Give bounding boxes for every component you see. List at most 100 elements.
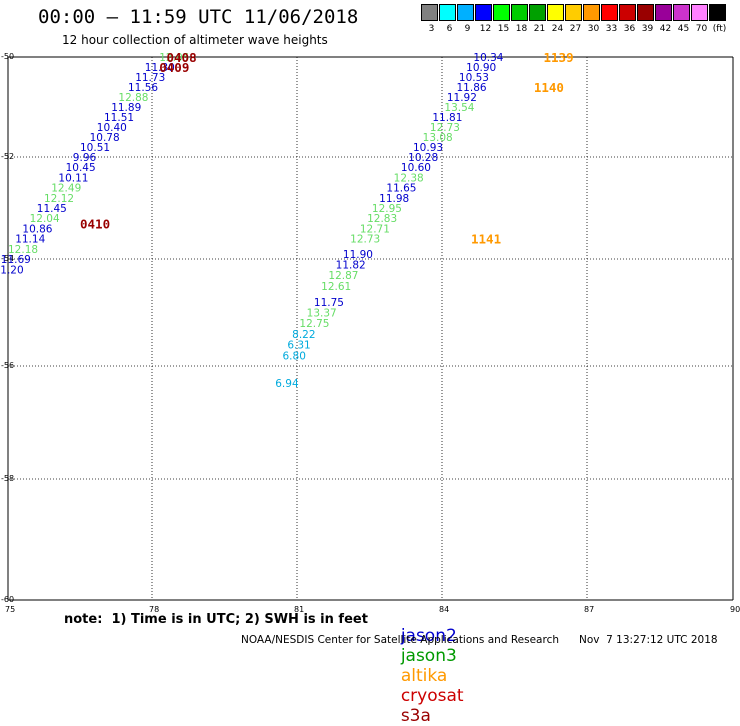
pass-time-label: 0409 xyxy=(159,60,189,75)
color-swatch xyxy=(439,4,456,21)
wave-height-value: 10.11 xyxy=(58,172,88,184)
color-scale-label: 21 xyxy=(533,24,546,34)
wave-height-value: 11.30 xyxy=(145,62,175,74)
wave-height-value: 6.94 xyxy=(275,378,299,390)
y-tick-label: -54 xyxy=(1,254,14,263)
x-tick-label: 90 xyxy=(730,605,740,614)
color-scale-label: 39 xyxy=(641,24,654,34)
wave-height-value: 12.83 xyxy=(367,213,397,225)
footnote: note: 1) Time is in UTC; 2) SWH is in fe… xyxy=(64,612,368,627)
wave-height-value: 13.08 xyxy=(423,132,453,144)
wave-height-value: 12.49 xyxy=(51,183,81,195)
wave-height-value: 11.45 xyxy=(37,203,67,215)
color-scale-label: 9 xyxy=(464,24,471,34)
x-tick-label: 75 xyxy=(5,605,15,614)
pass-time-label: 0408 xyxy=(167,50,197,65)
wave-height-value: 11.98 xyxy=(379,193,409,205)
wave-height-value: 10.28 xyxy=(408,152,438,164)
color-scale-label: 6 xyxy=(446,24,453,34)
legend-jason2: jason2 xyxy=(400,626,457,646)
pass-time-label: 0410 xyxy=(80,216,110,231)
wave-height-value: 11.56 xyxy=(128,82,158,94)
wave-height-labels: 12.0511.3011.7311.5612.8811.8911.5110.40… xyxy=(0,52,504,390)
color-scale-label: 70 xyxy=(695,24,708,34)
color-scale-label: 27 xyxy=(569,24,582,34)
wave-height-map: 75 78 81 84 87 90 -50 -52 -54 -56 -58 -60 12.0511.3… xyxy=(0,50,740,614)
color-swatch xyxy=(565,4,582,21)
color-swatch xyxy=(421,4,438,21)
color-swatch xyxy=(637,4,654,21)
wave-height-value: 11.75 xyxy=(314,297,344,309)
wave-height-value: 11.81 xyxy=(432,112,462,124)
pass-time-label: 1139 xyxy=(544,50,574,65)
color-scale-label: 18 xyxy=(515,24,528,34)
color-scale-label: 36 xyxy=(623,24,636,34)
color-scale-label: 42 xyxy=(659,24,672,34)
color-scale-label: (ft) xyxy=(712,24,727,34)
wave-height-value: 10.51 xyxy=(80,142,110,154)
legend-s3a: s3a xyxy=(400,706,431,726)
wave-height-value: 11.65 xyxy=(386,183,416,195)
wave-height-value: 10.40 xyxy=(97,122,127,134)
color-swatch xyxy=(547,4,564,21)
color-swatch xyxy=(691,4,708,21)
wave-height-value: 11.86 xyxy=(457,82,487,94)
wave-height-value: 13.54 xyxy=(444,102,474,114)
color-swatch xyxy=(583,4,600,21)
wave-height-value: 6.80 xyxy=(283,350,306,362)
chart-subtitle: 12 hour collection of altimeter wave hei… xyxy=(62,33,328,47)
wave-height-value: 10.90 xyxy=(466,62,496,74)
generated-timestamp: Nov 7 13:27:12 UTC 2018 xyxy=(579,634,718,646)
wave-height-value: 11.92 xyxy=(447,92,477,104)
wave-height-value: 9.96 xyxy=(73,152,97,164)
color-swatch xyxy=(655,4,672,21)
satellite-legend: jason2 jason3 altika cryosat s3a xyxy=(390,606,474,726)
wave-height-value: 11.73 xyxy=(135,72,165,84)
x-tick-label: 84 xyxy=(439,605,449,614)
wave-height-value: 12.75 xyxy=(299,318,329,330)
color-scale-label: 30 xyxy=(587,24,600,34)
wave-height-value: 10.78 xyxy=(90,132,120,144)
axis-ticks: 75 78 81 84 87 90 -50 -52 -54 -56 -58 -60 xyxy=(1,52,740,614)
wave-height-value: 12.18 xyxy=(8,244,38,256)
wave-height-value: 12.04 xyxy=(30,213,60,225)
wave-height-value: 10.53 xyxy=(459,72,489,84)
wave-height-value: 12.73 xyxy=(350,234,380,246)
wave-height-value: 10.86 xyxy=(22,223,52,235)
wave-height-value: 11.82 xyxy=(336,259,366,271)
color-swatch xyxy=(673,4,690,21)
color-swatch xyxy=(457,4,474,21)
color-swatch xyxy=(475,4,492,21)
color-scale-label: 15 xyxy=(497,24,510,34)
wave-height-value: 12.73 xyxy=(430,122,460,134)
color-swatch xyxy=(511,4,528,21)
wave-height-value: 10.93 xyxy=(413,142,443,154)
credit-line: NOAA/NESDIS Center for Satellite Applica… xyxy=(241,634,559,646)
pass-time-label: 1140 xyxy=(534,80,564,95)
wave-height-value: 6.31 xyxy=(287,340,310,352)
wave-height-value: 10.45 xyxy=(66,162,96,174)
chart-title: 00:00 – 11:59 UTC 11/06/2018 xyxy=(38,6,359,28)
wave-height-value: 12.61 xyxy=(321,281,351,293)
wave-height-value: 10.60 xyxy=(401,162,431,174)
wave-height-value: 12.71 xyxy=(360,223,390,235)
grid xyxy=(7,56,734,601)
color-swatch xyxy=(601,4,618,21)
wave-height-value: 12.38 xyxy=(394,172,424,184)
y-tick-label: -58 xyxy=(1,474,14,483)
wave-height-value: 11.14 xyxy=(15,234,45,246)
y-tick-label: -50 xyxy=(1,52,14,61)
y-tick-label: -52 xyxy=(1,152,14,161)
color-scale-label: 3 xyxy=(428,24,435,34)
color-swatch xyxy=(619,4,636,21)
wave-height-value: 11.51 xyxy=(104,112,134,124)
legend-altika: altika xyxy=(400,666,448,686)
pass-time-label: 1141 xyxy=(471,232,501,247)
wave-height-value: 8.22 xyxy=(292,329,315,341)
wave-height-value: 12.88 xyxy=(118,92,148,104)
legend-cryosat: cryosat xyxy=(400,686,464,706)
x-tick-label: 78 xyxy=(149,605,159,614)
x-tick-label: 87 xyxy=(584,605,594,614)
color-scale-label: 24 xyxy=(551,24,564,34)
color-scale-label: 33 xyxy=(605,24,618,34)
